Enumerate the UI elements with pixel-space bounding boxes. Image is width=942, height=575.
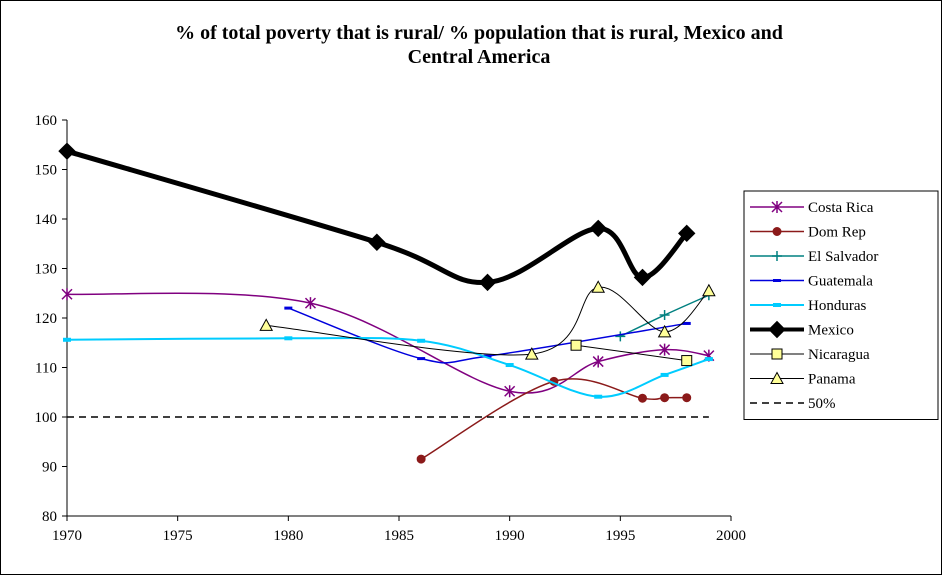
legend-entry-el-salvador: El Salvador [750, 249, 878, 265]
data-point-mexico [478, 273, 497, 292]
series-line-guatemala [288, 307, 687, 364]
data-point-costa-rica [61, 288, 73, 301]
legend-marker-nicaragua [771, 348, 783, 360]
data-point-el-salvador [659, 310, 670, 321]
legend-marker-guatemala [773, 279, 781, 282]
y-tick-label: 130 [35, 262, 58, 278]
y-tick-label: 110 [35, 361, 57, 377]
legend-entry-costa-rica: Costa Rica [750, 200, 874, 216]
x-tick-label: 2000 [716, 528, 746, 544]
y-tick-label: 120 [35, 311, 58, 327]
data-point-guatemala [284, 306, 293, 310]
y-tick-label: 140 [35, 212, 58, 228]
legend-marker-honduras [773, 303, 781, 307]
data-point-mexico [368, 233, 386, 251]
data-point-costa-rica [659, 343, 671, 356]
y-tick-label: 80 [42, 509, 57, 525]
legend-entry-guatemala: Guatemala [750, 274, 873, 290]
series-line-panama [266, 286, 710, 356]
data-point-costa-rica [592, 355, 604, 368]
series-line-nicaragua [575, 344, 687, 362]
data-point-dom-rep [682, 393, 692, 403]
series-guatemala [284, 306, 691, 364]
data-point-costa-rica [504, 385, 516, 398]
legend-marker-costa-rica [771, 201, 783, 213]
x-tick-label: 1975 [163, 528, 193, 544]
x-tick-label: 1990 [495, 528, 525, 544]
legend-label-costa-rica: Costa Rica [808, 200, 874, 216]
legend-label-el-salvador: El Salvador [808, 249, 878, 265]
y-tick-label: 100 [35, 410, 58, 426]
legend-marker-el-salvador [772, 251, 782, 261]
legend-entry-honduras: Honduras [750, 298, 866, 314]
series-costa-rica [61, 288, 715, 398]
data-point-costa-rica [304, 297, 316, 310]
legend-entry-50: 50% [750, 396, 836, 412]
axes: 80 90 100 110 120 130 140 150 160 1970 1975 1980 198… [35, 113, 747, 544]
legend: Costa Rica Dom Rep El Salvador Guatemala Hon… [743, 190, 939, 420]
series-panama [259, 280, 716, 360]
legend-entry-panama: Panama [750, 371, 856, 388]
legend-label-50: 50% [808, 396, 836, 412]
data-point-panama [591, 280, 606, 293]
data-point-el-salvador [615, 331, 626, 342]
data-point-panama [259, 318, 274, 331]
chart-title-line-1: % of total poverty that is rural/ % popu… [175, 22, 783, 44]
x-tick-label: 1985 [384, 528, 414, 544]
data-point-panama [657, 324, 672, 338]
data-point-panama [702, 283, 716, 297]
series-dom-rep [416, 376, 692, 464]
series-line-dom-rep [420, 378, 687, 460]
legend-entry-dom-rep: Dom Rep [750, 225, 866, 241]
y-tick-label: 150 [35, 163, 58, 179]
legend-entry-nicaragua: Nicaragua [750, 347, 870, 363]
x-tick-label: 1970 [52, 528, 82, 544]
legend-entry-mexico: Mexico [750, 320, 854, 339]
data-point-honduras [505, 363, 514, 368]
legend-label-panama: Panama [808, 372, 856, 388]
series-line-mexico [66, 148, 689, 285]
series-layer [58, 142, 716, 464]
legend-label-guatemala: Guatemala [808, 274, 873, 290]
data-point-honduras [63, 337, 71, 342]
data-point-honduras [594, 394, 603, 399]
data-point-dom-rep [416, 454, 426, 464]
legend-marker-mexico [768, 320, 786, 339]
legend-marker-panama [770, 371, 784, 384]
data-point-nicaragua [570, 339, 582, 351]
legend-label-nicaragua: Nicaragua [808, 347, 870, 363]
x-tick-label: 1995 [605, 528, 635, 544]
data-point-honduras [704, 357, 713, 362]
data-point-honduras [417, 338, 426, 343]
legend-label-mexico: Mexico [808, 323, 854, 339]
data-point-guatemala [483, 354, 492, 358]
y-tick-label: 90 [42, 460, 57, 476]
legend-marker-dom-rep [772, 227, 782, 236]
legend-label-honduras: Honduras [808, 298, 866, 314]
legend-label-dom-rep: Dom Rep [808, 225, 866, 241]
data-point-guatemala [417, 357, 426, 361]
data-point-panama [524, 347, 539, 360]
data-point-nicaragua [681, 355, 693, 367]
series-nicaragua [570, 339, 693, 367]
data-point-guatemala [682, 321, 691, 325]
y-tick-label: 160 [35, 113, 58, 129]
data-point-mexico [633, 268, 652, 287]
chart-title-line-2: Central America [408, 46, 551, 68]
data-point-dom-rep [660, 393, 670, 403]
x-tick-label: 1980 [273, 528, 303, 544]
data-point-honduras [284, 336, 293, 341]
data-point-honduras [660, 372, 669, 377]
data-point-mexico [678, 224, 696, 243]
data-point-mexico [58, 142, 76, 160]
series-mexico [58, 142, 696, 292]
data-point-mexico [589, 219, 607, 238]
data-point-dom-rep [637, 393, 647, 403]
